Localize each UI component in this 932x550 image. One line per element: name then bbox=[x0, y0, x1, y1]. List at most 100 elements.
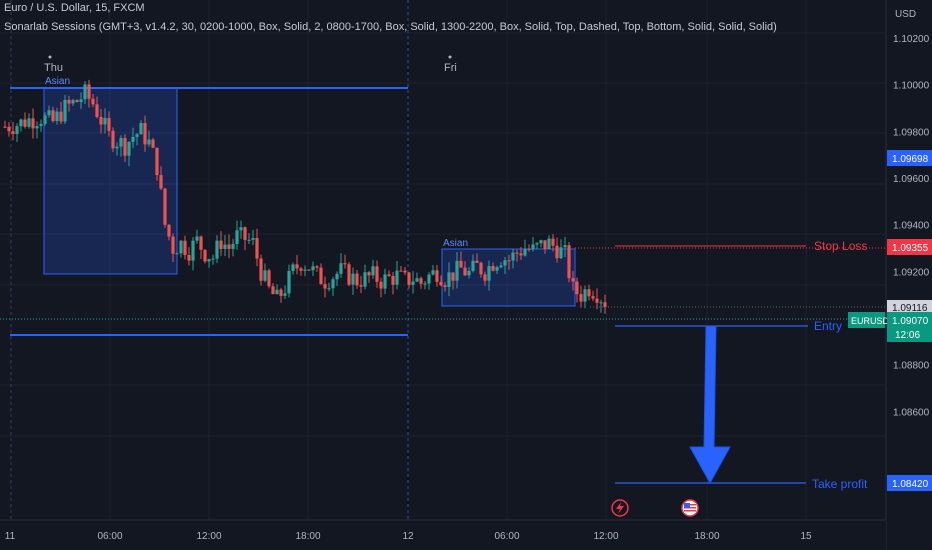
candle-body bbox=[539, 240, 543, 244]
candle-body bbox=[535, 243, 539, 245]
candle-body bbox=[447, 272, 451, 287]
candle-body bbox=[527, 248, 531, 250]
candle-body bbox=[15, 126, 19, 134]
candle-body bbox=[571, 278, 575, 282]
candle-body bbox=[343, 263, 347, 265]
arrow-down-icon[interactable] bbox=[689, 325, 731, 485]
time-tick-label: 06:00 bbox=[97, 531, 122, 542]
candle-body bbox=[387, 274, 391, 277]
candle-body bbox=[443, 285, 447, 287]
time-tick-label: 18:00 bbox=[295, 531, 320, 542]
candle-body bbox=[471, 260, 475, 271]
candle-body bbox=[431, 270, 435, 275]
price-tick-label: 1.09400 bbox=[893, 221, 930, 232]
candle-body bbox=[467, 270, 471, 276]
candle-body bbox=[371, 266, 375, 276]
candle-body bbox=[507, 260, 511, 262]
candle-body bbox=[563, 245, 567, 248]
candle-body bbox=[71, 100, 75, 104]
time-tick-label: 06:00 bbox=[494, 531, 519, 542]
svg-text:1.09698: 1.09698 bbox=[892, 154, 929, 165]
candle-body bbox=[63, 99, 67, 122]
candle-body bbox=[503, 260, 507, 266]
candle-body bbox=[311, 266, 315, 271]
candle-body bbox=[227, 244, 231, 249]
candle-body bbox=[35, 126, 39, 129]
candle-body bbox=[215, 240, 219, 259]
candle-body bbox=[239, 227, 243, 231]
candle-body bbox=[595, 298, 599, 303]
candle-body bbox=[347, 264, 351, 285]
candles bbox=[3, 79, 607, 314]
time-tick-label: 18:00 bbox=[694, 531, 719, 542]
time-tick-label: 12:00 bbox=[593, 531, 618, 542]
candle-body bbox=[547, 238, 551, 250]
candle-body bbox=[475, 260, 479, 263]
candle-body bbox=[219, 240, 223, 249]
candle-body bbox=[423, 283, 427, 285]
candle-body bbox=[363, 272, 367, 287]
svg-text:1.08420: 1.08420 bbox=[892, 479, 929, 490]
candle-body bbox=[91, 98, 95, 105]
candle-body bbox=[103, 117, 107, 125]
candle-body bbox=[427, 274, 431, 284]
candle-body bbox=[303, 269, 307, 271]
candle-body bbox=[175, 253, 179, 255]
time-ticks: 11 06:00 12:00 18:00 12 06:00 12:00 18:00 15 bbox=[5, 531, 812, 542]
candle-body bbox=[255, 238, 259, 259]
time-tick-label: 15 bbox=[800, 531, 812, 542]
candle-body bbox=[135, 134, 139, 137]
candle-body bbox=[27, 118, 31, 127]
candle-body bbox=[487, 265, 491, 281]
candle-body bbox=[131, 136, 135, 142]
candle-body bbox=[451, 272, 455, 281]
candle-body bbox=[87, 84, 91, 99]
svg-text:1.09070: 1.09070 bbox=[892, 316, 929, 327]
candle-body bbox=[395, 270, 399, 285]
candle-body bbox=[143, 123, 147, 145]
candle-body bbox=[491, 265, 495, 271]
candle-body bbox=[299, 268, 303, 271]
svg-text:1.09355: 1.09355 bbox=[892, 243, 929, 254]
candle-body bbox=[531, 244, 535, 250]
candle-body bbox=[295, 264, 299, 269]
price-label-current: 1.09070 12:06 bbox=[887, 312, 932, 342]
candle-body bbox=[543, 240, 547, 250]
candle-body bbox=[599, 302, 603, 304]
price-ticks: 1.10200 1.10000 1.09800 1.09600 1.09400 1.092… bbox=[893, 34, 930, 418]
candle-body bbox=[439, 281, 443, 286]
candle-body bbox=[587, 289, 591, 297]
candle-body bbox=[455, 260, 459, 281]
candle-body bbox=[179, 240, 183, 254]
us-flag-event-icon[interactable] bbox=[681, 499, 699, 517]
candle-body bbox=[159, 175, 163, 189]
candle-body bbox=[331, 279, 335, 289]
entry-label: Entry bbox=[814, 319, 842, 333]
indicator-legend[interactable]: Sonarlab Sessions (GMT+3, v1.4.2, 30, 02… bbox=[4, 21, 777, 33]
day-marker-dot bbox=[448, 55, 452, 59]
price-axis[interactable] bbox=[886, 0, 932, 550]
candle-body bbox=[183, 240, 187, 256]
time-tick-label: 11 bbox=[5, 531, 16, 542]
candle-body bbox=[551, 238, 555, 246]
candle-body bbox=[463, 267, 467, 276]
price-tick-label: 1.09200 bbox=[893, 267, 930, 278]
candle-body bbox=[419, 278, 423, 284]
candle-body bbox=[43, 115, 47, 124]
price-label-level-1: 1.09698 bbox=[887, 150, 932, 166]
candle-body bbox=[499, 265, 503, 268]
lightning-event-icon[interactable] bbox=[611, 499, 629, 517]
candle-body bbox=[383, 274, 387, 289]
candle-body bbox=[523, 248, 527, 256]
time-axis[interactable] bbox=[0, 520, 886, 550]
candle-body bbox=[99, 117, 103, 125]
candle-body bbox=[583, 289, 587, 302]
candle-body bbox=[187, 255, 191, 261]
candle-body bbox=[319, 267, 323, 285]
candle-body bbox=[263, 270, 267, 281]
candle-body bbox=[575, 281, 579, 295]
candle-body bbox=[483, 274, 487, 281]
candle-body bbox=[107, 117, 111, 131]
candle-body bbox=[367, 272, 371, 276]
